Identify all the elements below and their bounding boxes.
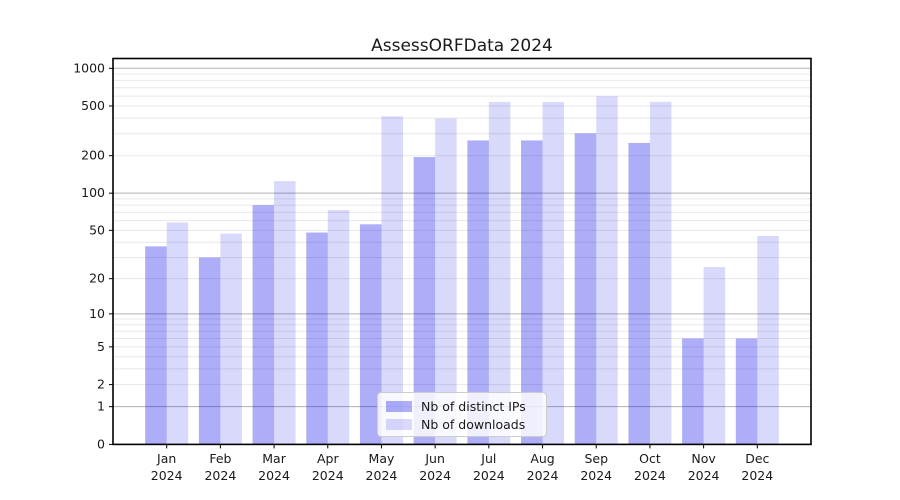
legend: Nb of distinct IPs Nb of downloads [377,392,547,437]
x-tick-label-month: Oct [639,451,661,466]
bar-downloads [542,101,565,445]
x-tick-label-month: May [369,451,395,466]
bar-downloads [327,210,350,445]
bar-distinct-ips [735,338,758,445]
legend-item-distinct-ips: Nb of distinct IPs [386,398,538,414]
bar-distinct-ips [145,246,167,445]
x-tick-label-year: 2024 [688,468,720,483]
x-tick-label-year: 2024 [204,468,236,483]
bar-distinct-ips [306,232,328,445]
y-tick-label: 1000 [73,60,105,75]
bar-downloads [757,235,779,445]
y-tick-label: 50 [89,222,105,237]
x-tick-label-month: Jun [424,451,445,466]
legend-label-downloads: Nb of downloads [421,416,526,432]
x-tick-label-month: Mar [262,451,286,466]
x-tick-label-month: Feb [209,451,231,466]
bar-downloads [596,96,618,445]
x-tick-label-month: Jan [156,451,176,466]
y-tick-label: 2 [97,377,105,392]
bar-downloads [166,222,189,445]
bar-distinct-ips [252,205,275,445]
x-tick-label-month: Aug [530,451,554,466]
x-tick-label-year: 2024 [473,468,505,483]
legend-label-distinct-ips: Nb of distinct IPs [421,398,526,414]
x-tick-label-year: 2024 [580,468,612,483]
y-tick-label: 500 [81,98,105,113]
y-tick-label: 10 [89,306,105,321]
bar-downloads [220,233,242,445]
x-tick-label-month: Nov [691,451,716,466]
chart-title: AssessORFData 2024 [371,36,553,56]
x-tick-label-year: 2024 [741,468,773,483]
legend-item-downloads: Nb of downloads [386,416,538,432]
bar-downloads [649,101,672,445]
y-tick-label: 0 [97,436,105,451]
x-tick-label-year: 2024 [151,468,183,483]
x-tick-label-year: 2024 [419,468,451,483]
bar-downloads [488,101,511,445]
y-tick-label: 200 [81,148,105,163]
bar-distinct-ips [467,140,489,445]
bar-distinct-ips [521,140,543,445]
y-tick-label: 1 [97,399,105,414]
bar-downloads [435,118,457,445]
bar-distinct-ips [198,257,221,445]
y-tick-label: 5 [97,339,105,354]
bar-distinct-ips [359,224,382,445]
bar-distinct-ips [413,157,436,445]
x-tick-label-year: 2024 [312,468,344,483]
x-tick-label-year: 2024 [527,468,559,483]
y-tick-label: 20 [89,271,105,286]
x-tick-label-year: 2024 [634,468,666,483]
bar-downloads [381,116,403,445]
bar-downloads [274,181,296,445]
bar-distinct-ips [682,338,704,445]
y-tick-label: 100 [81,185,105,200]
bar-distinct-ips [574,133,597,445]
plot-border [112,57,812,446]
x-tick-label-year: 2024 [366,468,398,483]
x-tick-label-month: Dec [745,451,769,466]
x-tick-label-month: Sep [584,451,608,466]
bar-distinct-ips [628,142,650,445]
x-tick-label-month: Jul [480,451,496,466]
x-tick-label-year: 2024 [258,468,290,483]
legend-swatch-downloads [386,418,412,430]
x-tick-label-month: Apr [317,451,339,466]
bar-downloads [703,267,726,445]
legend-swatch-distinct-ips [386,400,412,412]
